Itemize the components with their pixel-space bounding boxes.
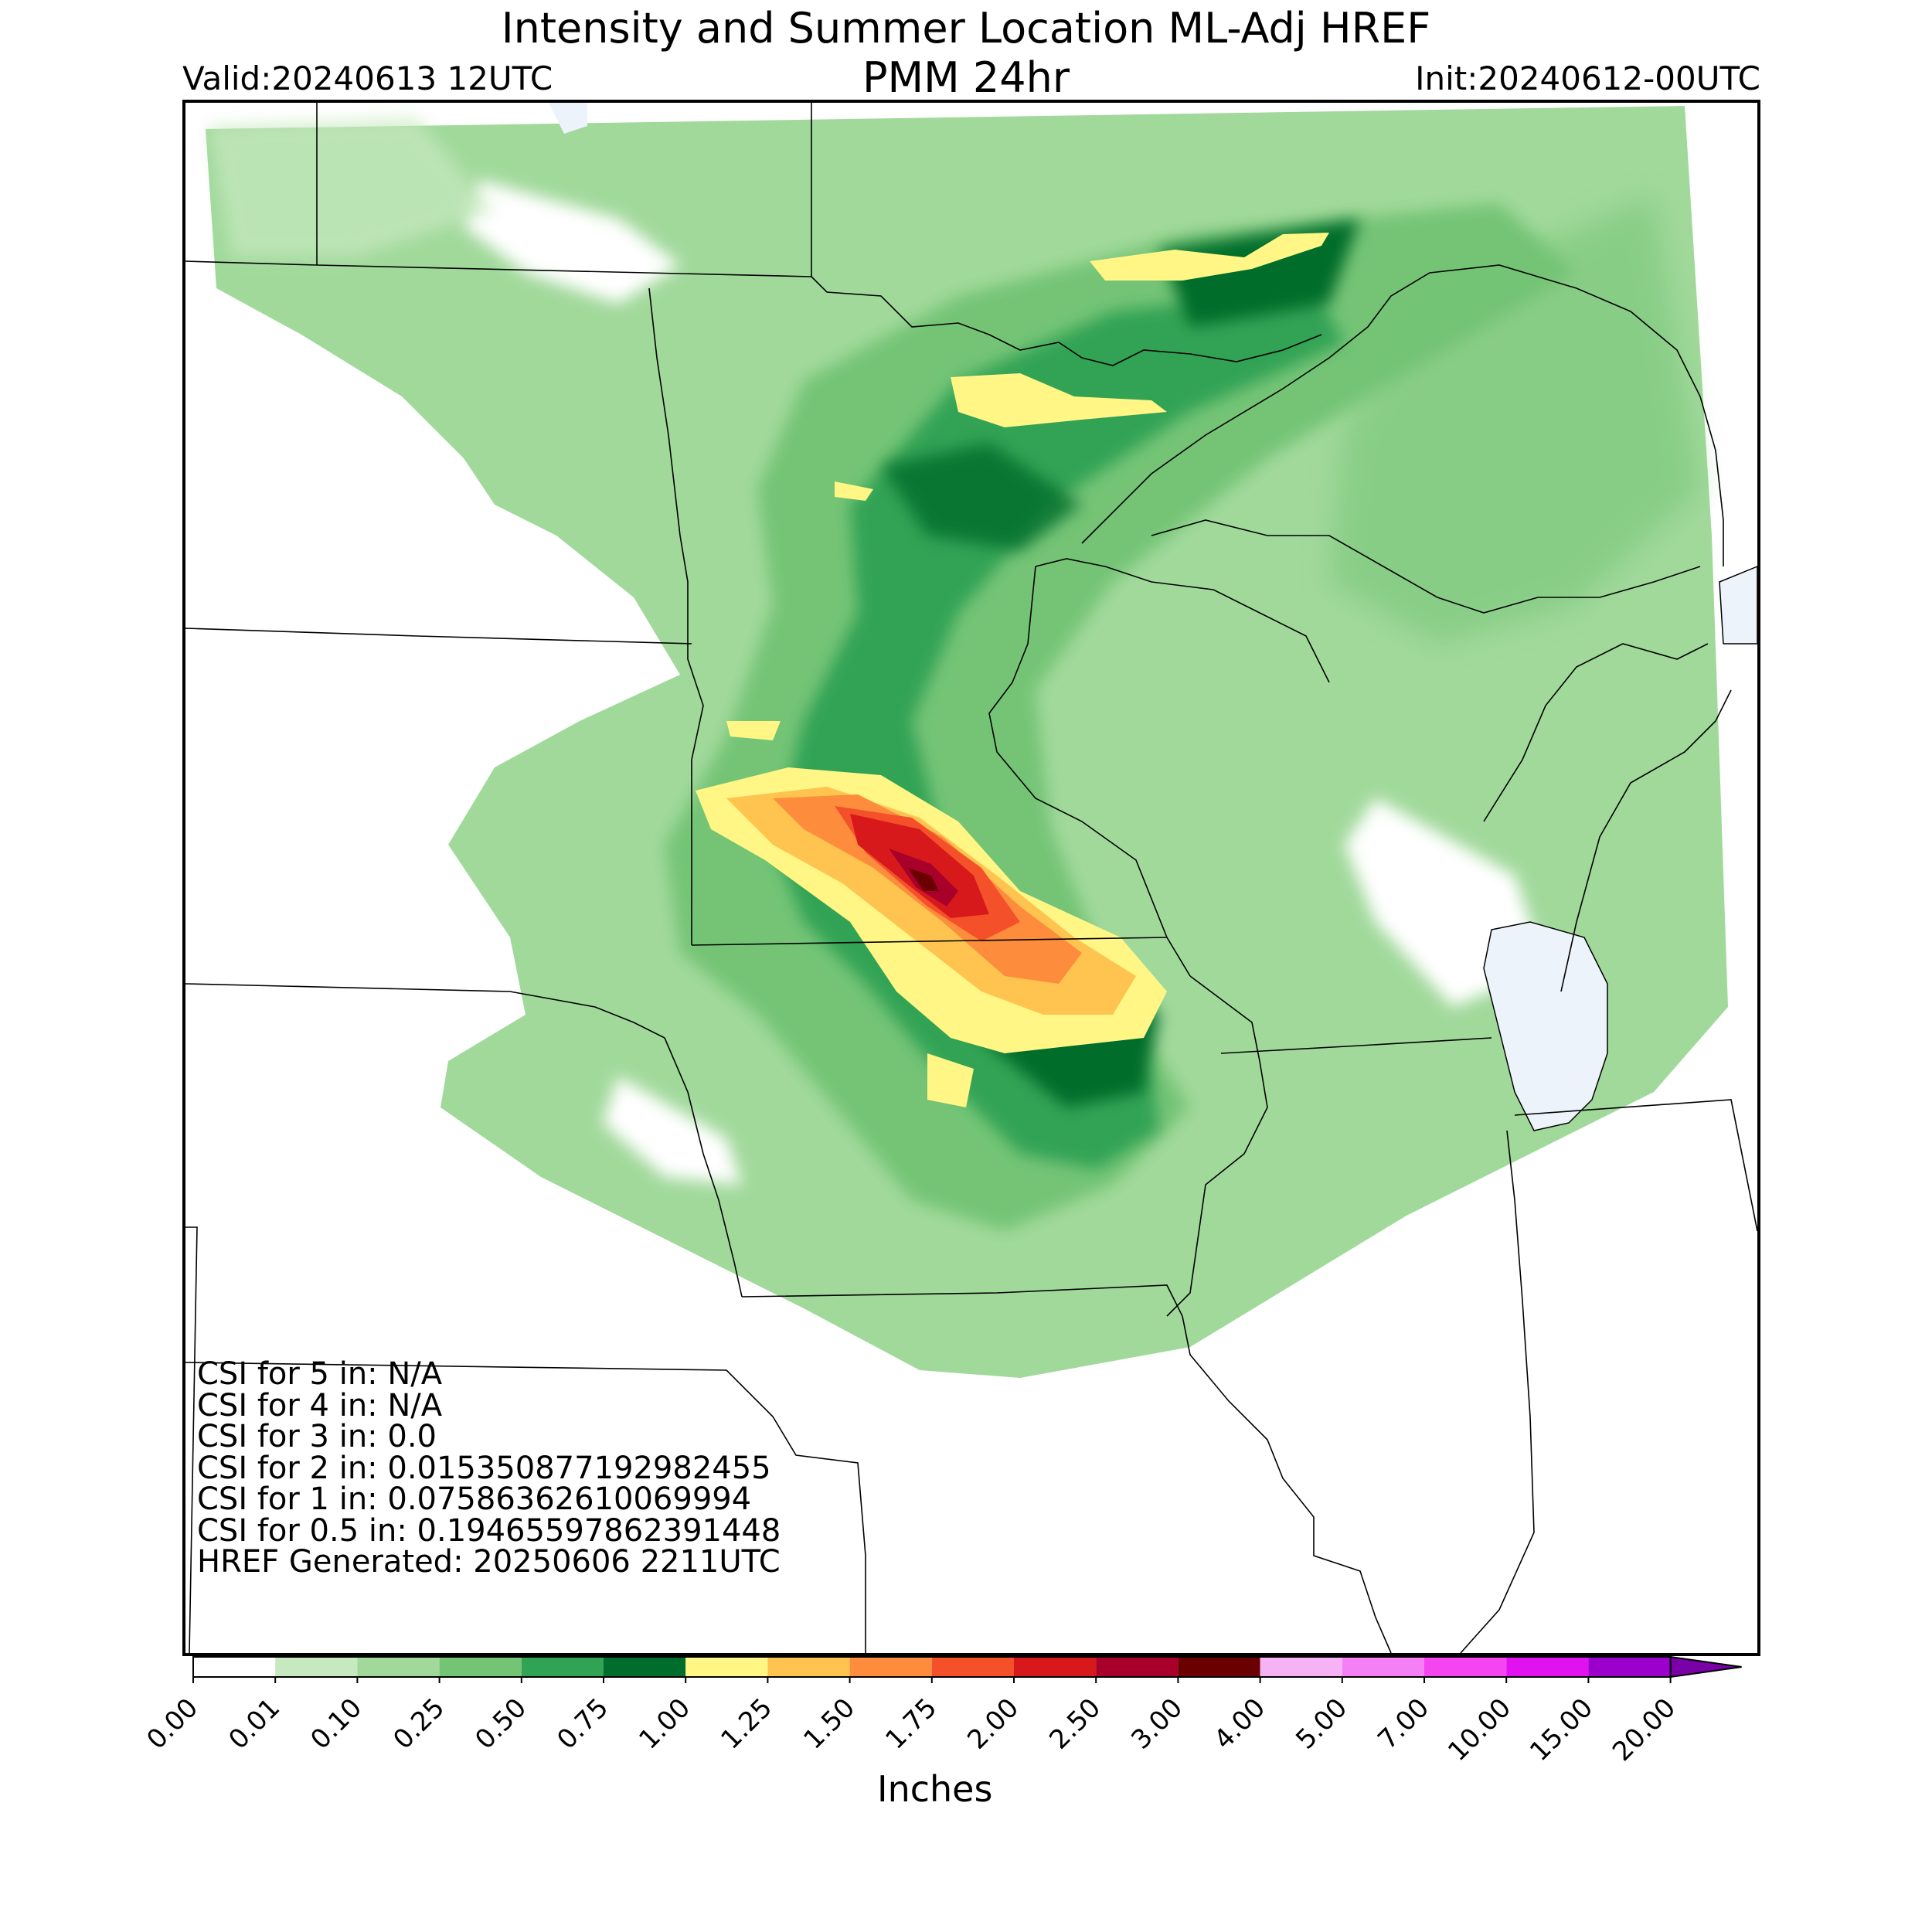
colorbar-swatch	[357, 1657, 440, 1677]
colorbar-swatch	[604, 1657, 686, 1677]
border-ia-mo	[741, 1284, 1183, 1317]
borders	[185, 103, 1757, 1653]
precip-3in	[908, 868, 939, 891]
href-generated: HREF Generated: 20250606 2211UTC	[197, 1544, 781, 1580]
border-co-ne	[185, 1226, 198, 1653]
precipitation-map	[182, 100, 1760, 1656]
colorbar-swatch	[439, 1657, 522, 1677]
border-canada-nd	[316, 264, 812, 277]
map-canvas	[185, 103, 1757, 1653]
border-sd-ne	[185, 983, 665, 1039]
colorbar-swatch	[1178, 1657, 1260, 1677]
border-mi-lower	[1483, 643, 1709, 822]
border-ne-ks	[185, 1362, 727, 1371]
colorbar-swatch	[1342, 1657, 1424, 1677]
precip-1in-north4	[835, 481, 873, 501]
precip-1in-north2	[951, 373, 1167, 427]
colorbar-swatch	[1424, 1657, 1507, 1677]
csi-4in: CSI for 4 in: N/A	[197, 1387, 443, 1423]
border-nd-mn	[648, 287, 704, 760]
border-il-in	[1460, 1130, 1535, 1653]
border-lake-superior	[1081, 264, 1724, 566]
border-mn-wi	[988, 566, 1191, 977]
colorbar-swatch	[1506, 1657, 1589, 1677]
border-wi-mi-up	[1035, 558, 1330, 683]
colorbar-swatch	[931, 1657, 1014, 1677]
border-ia-ne	[664, 1037, 743, 1298]
colorbar-swatch	[1588, 1657, 1671, 1677]
lakes	[549, 103, 1757, 1131]
colorbar	[192, 1655, 1742, 1683]
precip-1in-north1	[1090, 233, 1329, 281]
precip-field	[206, 106, 1728, 1378]
border-mi-shore	[1560, 689, 1732, 992]
precip-1in-north3	[726, 721, 781, 740]
lake-huron-edge	[1719, 566, 1757, 645]
init-time: Init:20240612-00UTC	[1415, 60, 1760, 97]
precip-gap-ks	[603, 1077, 742, 1185]
precip-darkest-mn	[881, 443, 1082, 551]
colorbar-swatch	[767, 1657, 850, 1677]
csi-2in: CSI for 2 in: 0.015350877192982455	[197, 1450, 771, 1486]
border-wi-il	[1220, 1037, 1492, 1054]
valid-time: Valid:20240613 12UTC	[182, 60, 553, 97]
colorbar-extend-arrow	[1669, 1655, 1742, 1679]
border-ia-mn	[691, 937, 1168, 946]
border-nd-sd	[185, 628, 692, 645]
colorbar-swatch	[1096, 1657, 1179, 1677]
csi-0.5in: CSI for 0.5 in: 0.19465597862391448	[197, 1512, 781, 1549]
precip-lightest	[209, 118, 495, 257]
colorbar-swatch	[1014, 1657, 1097, 1677]
precip-core	[696, 233, 1329, 1107]
csi-1in: CSI for 1 in: 0.07586362610069994	[197, 1481, 752, 1517]
border-lake-superior-south	[1151, 519, 1701, 614]
csi-5in: CSI for 5 in: N/A	[197, 1356, 443, 1392]
map-title-line1: Intensity and Summer Location ML-Adj HRE…	[501, 4, 1431, 53]
border-mo-ks	[726, 1369, 866, 1653]
border-mn-canada	[811, 276, 1322, 366]
colorbar-swatch	[685, 1657, 768, 1677]
border-ia-il	[1166, 975, 1268, 1317]
csi-stats: CSI for 5 in: N/A CSI for 4 in: N/A CSI …	[197, 1359, 781, 1578]
colorbar-swatch	[275, 1657, 358, 1677]
precip-medium-east	[1329, 196, 1700, 644]
colorbar-swatch	[849, 1657, 932, 1677]
border-in-oh	[1514, 1099, 1757, 1232]
colorbar-swatch	[521, 1657, 604, 1677]
lake-michigan	[1483, 921, 1608, 1131]
colorbar-swatch	[1260, 1657, 1342, 1677]
colorbar-swatch	[193, 1657, 276, 1677]
lake-winnipeg-edge	[549, 103, 587, 134]
colorbar-units: Inches	[877, 1768, 993, 1810]
csi-3in: CSI for 3 in: 0.0	[197, 1419, 437, 1454]
border-mo-il	[1182, 1315, 1392, 1653]
border-canada-mt	[185, 260, 318, 266]
map-title-line2: PMM 24hr	[862, 53, 1070, 102]
precip-1in-tail	[927, 1053, 974, 1107]
